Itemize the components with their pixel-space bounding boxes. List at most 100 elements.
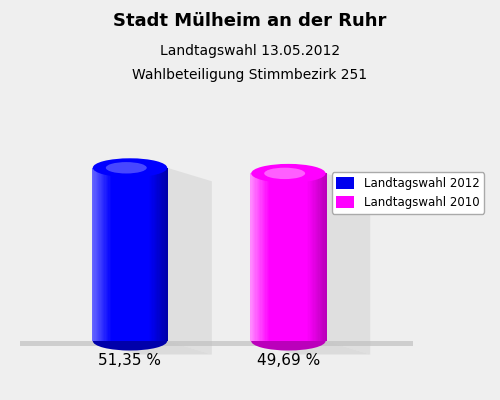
Bar — [103, 168, 105, 341]
Bar — [266, 173, 268, 341]
Bar — [94, 168, 96, 341]
Polygon shape — [251, 341, 370, 354]
Bar — [127, 168, 129, 341]
Bar — [100, 168, 102, 341]
Bar — [304, 173, 306, 341]
Bar — [286, 173, 288, 341]
Bar — [104, 168, 106, 341]
Bar — [140, 168, 141, 341]
Bar — [322, 173, 324, 341]
Bar — [311, 173, 312, 341]
Ellipse shape — [251, 164, 326, 183]
Bar — [276, 173, 278, 341]
Bar — [316, 173, 318, 341]
Bar — [124, 168, 126, 341]
Bar — [150, 168, 152, 341]
Bar — [161, 168, 163, 341]
Bar — [282, 173, 284, 341]
Bar — [154, 168, 156, 341]
Bar — [124, 168, 126, 341]
Bar — [290, 173, 291, 341]
Bar — [134, 168, 136, 341]
Bar — [278, 173, 280, 341]
Bar — [165, 168, 167, 341]
Bar — [314, 173, 316, 341]
Bar — [128, 168, 130, 341]
Bar — [308, 173, 310, 341]
Bar — [156, 168, 158, 341]
Bar — [118, 168, 120, 341]
Bar — [112, 168, 114, 341]
Bar — [256, 173, 257, 341]
Bar — [262, 173, 264, 341]
Bar — [117, 168, 119, 341]
Bar — [131, 168, 133, 341]
Bar — [121, 168, 122, 341]
Legend: Landtagswahl 2012, Landtagswahl 2010: Landtagswahl 2012, Landtagswahl 2010 — [332, 172, 484, 214]
Bar — [166, 168, 168, 341]
Bar — [320, 173, 322, 341]
Polygon shape — [93, 341, 212, 354]
Bar — [314, 173, 315, 341]
Bar — [93, 168, 95, 341]
Bar — [297, 173, 299, 341]
Bar — [283, 173, 285, 341]
Bar — [321, 173, 322, 341]
Bar — [288, 173, 290, 341]
Bar — [164, 168, 166, 341]
Bar — [97, 168, 99, 341]
Bar — [263, 173, 264, 341]
Bar — [122, 168, 124, 341]
Bar — [274, 173, 276, 341]
Bar — [317, 173, 319, 341]
Bar — [130, 168, 132, 341]
Bar — [92, 168, 94, 341]
Bar — [110, 168, 112, 341]
Bar — [256, 173, 258, 341]
Bar — [287, 173, 288, 341]
Bar — [254, 173, 256, 341]
Bar — [272, 173, 274, 341]
Bar — [96, 168, 98, 341]
Bar — [264, 173, 266, 341]
Bar — [142, 168, 144, 341]
Bar — [102, 168, 104, 341]
Bar — [280, 173, 282, 341]
Bar — [280, 173, 281, 341]
Bar — [318, 173, 320, 341]
Bar — [144, 168, 146, 341]
Bar — [293, 173, 295, 341]
Bar — [250, 173, 252, 341]
Bar — [302, 173, 304, 341]
Ellipse shape — [106, 162, 146, 174]
Bar — [294, 173, 296, 341]
Ellipse shape — [93, 332, 167, 350]
Bar — [107, 168, 109, 341]
Bar — [134, 168, 136, 341]
Bar — [324, 173, 326, 341]
Ellipse shape — [251, 332, 326, 350]
Bar — [298, 173, 300, 341]
Bar — [145, 168, 146, 341]
Bar — [98, 168, 100, 341]
Bar — [155, 168, 157, 341]
Bar — [266, 173, 268, 341]
Bar — [296, 173, 298, 341]
Bar — [160, 168, 162, 341]
Bar — [106, 168, 108, 341]
Bar — [158, 168, 160, 341]
Bar — [292, 173, 294, 341]
Bar — [146, 168, 148, 341]
Bar — [273, 173, 275, 341]
Text: 51,35 %: 51,35 % — [98, 353, 162, 368]
Bar — [138, 168, 140, 341]
Text: Stadt Mülheim an der Ruhr: Stadt Mülheim an der Ruhr — [114, 12, 386, 30]
Bar — [312, 173, 314, 341]
Text: 49,69 %: 49,69 % — [257, 353, 320, 368]
Bar — [114, 168, 115, 341]
Bar — [253, 173, 254, 341]
Text: Landtagswahl 13.05.2012: Landtagswahl 13.05.2012 — [160, 44, 340, 58]
Bar — [300, 173, 302, 341]
Text: Wahlbeteiligung Stimmbezirk 251: Wahlbeteiligung Stimmbezirk 251 — [132, 68, 368, 82]
Bar — [259, 173, 261, 341]
